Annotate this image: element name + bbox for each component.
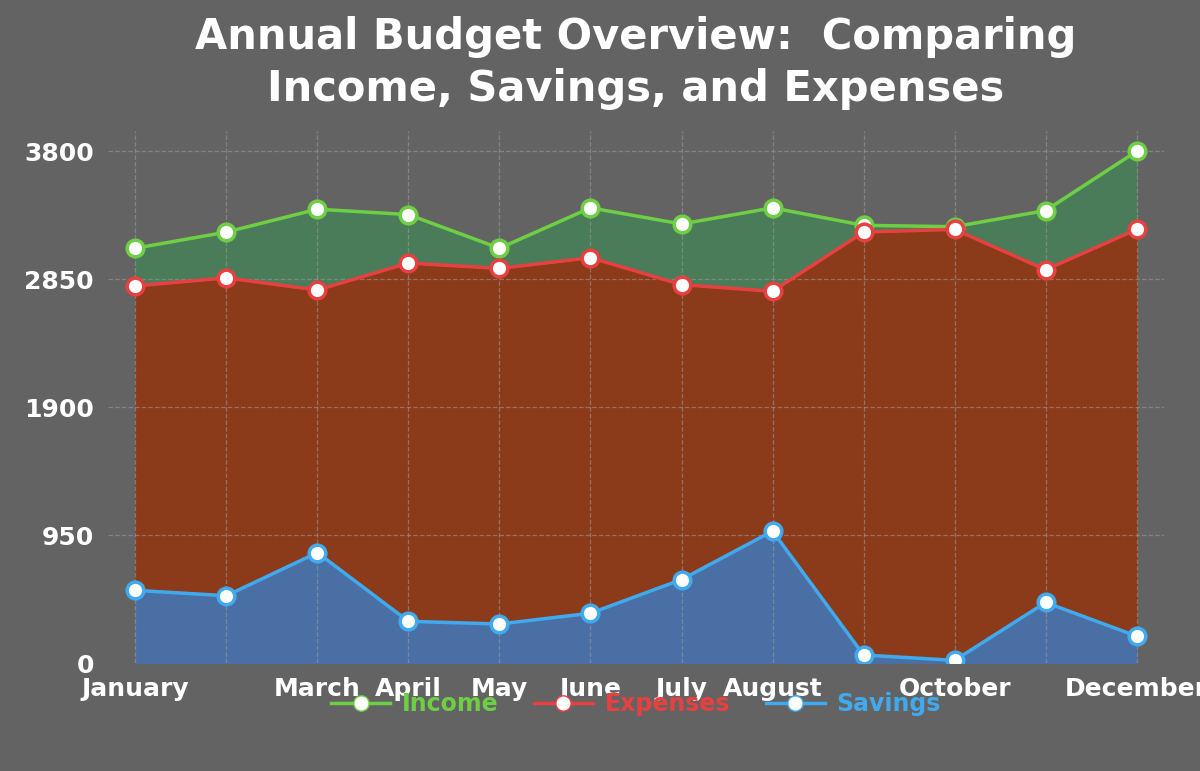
Title: Annual Budget Overview:  Comparing
Income, Savings, and Expenses: Annual Budget Overview: Comparing Income… <box>196 15 1076 109</box>
Legend: Income, Expenses, Savings: Income, Expenses, Savings <box>322 683 950 726</box>
